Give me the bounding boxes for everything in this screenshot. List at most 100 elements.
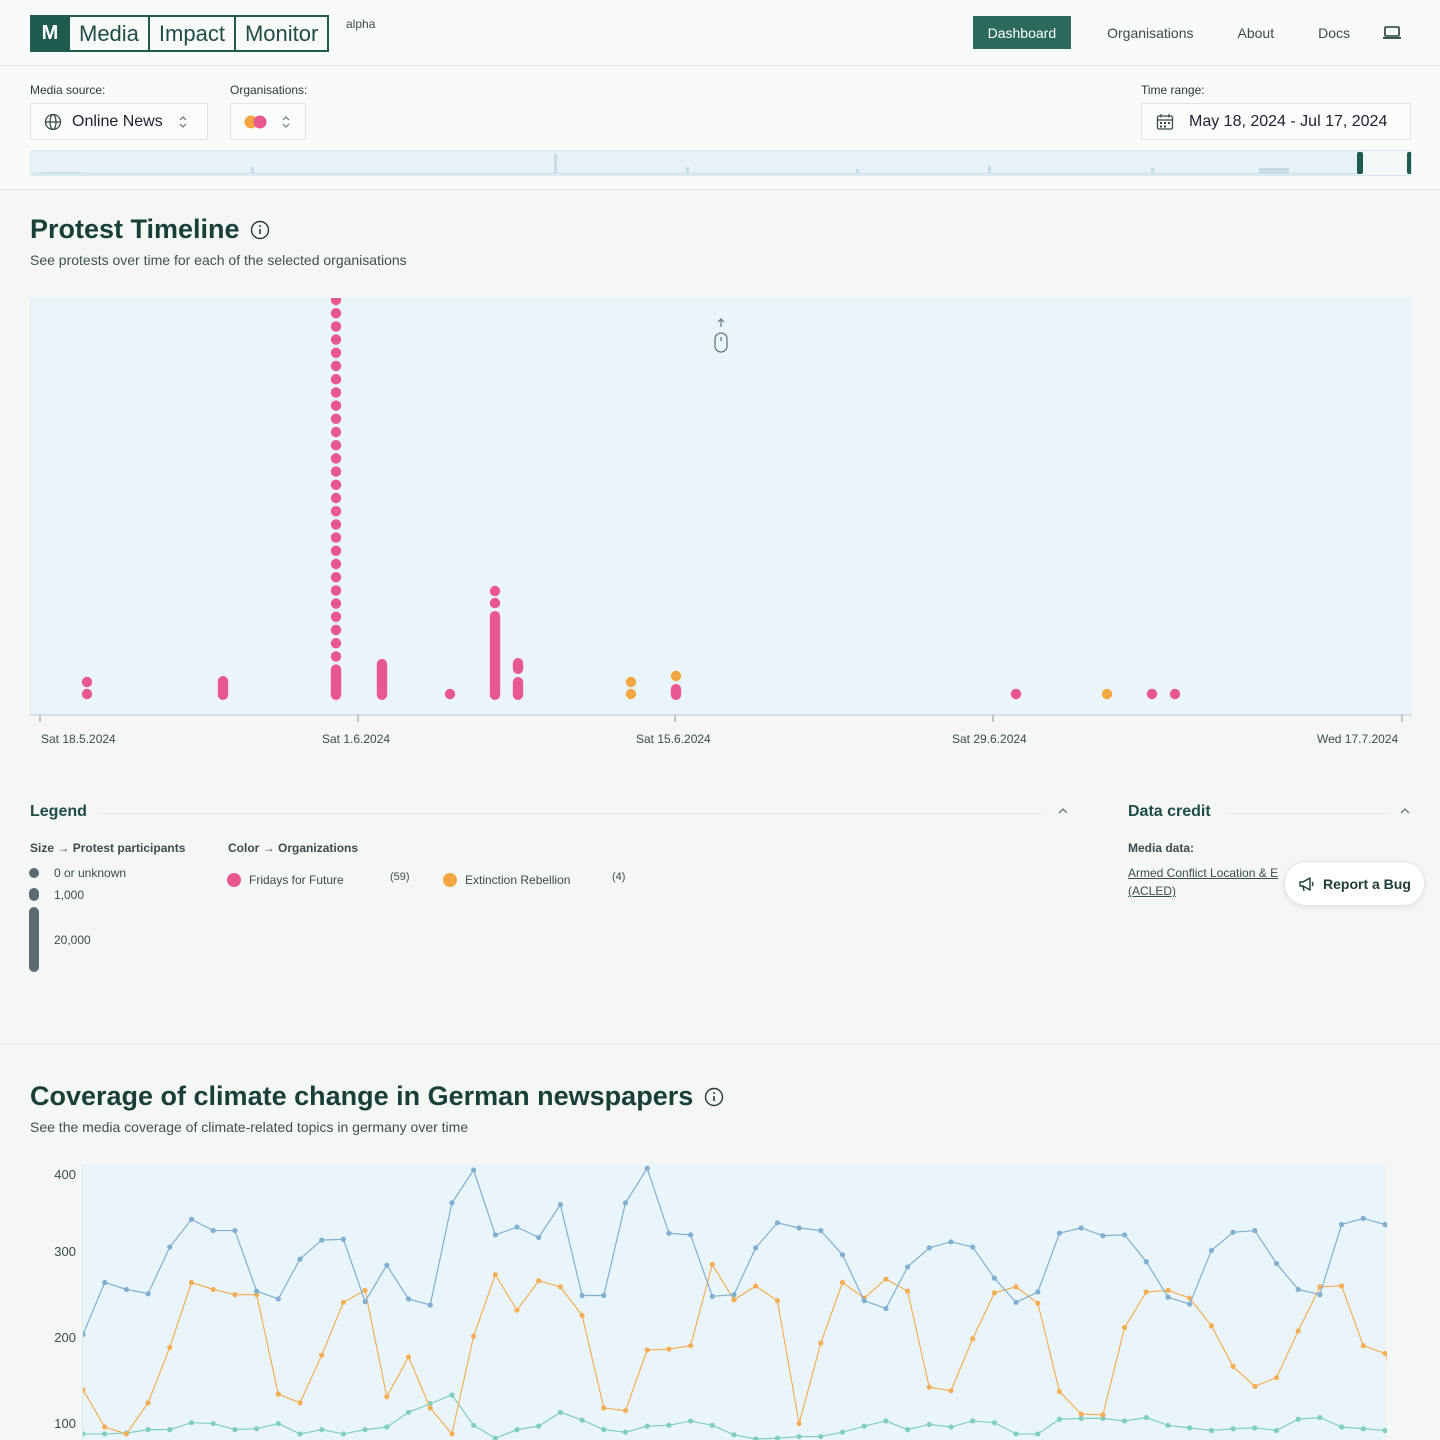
megaphone-icon [1299, 876, 1314, 891]
timeline-tick: Sat 29.6.2024 [952, 732, 1027, 746]
orange-series-point [1035, 1300, 1041, 1306]
organisations-label: Organisations: [230, 83, 308, 97]
blue-series-point [188, 1216, 195, 1222]
teal-series-point [991, 1420, 998, 1426]
protest-mark [330, 387, 342, 398]
media-source-label: Media source: [30, 83, 106, 97]
teal-series-point [514, 1427, 520, 1433]
teal-series-point [622, 1429, 629, 1435]
nav-about[interactable]: About [1237, 24, 1275, 41]
blue-series-point [1382, 1221, 1388, 1228]
chevron-up-icon[interactable] [1057, 806, 1069, 816]
time-range-picker[interactable]: May 18, 2024 - Jul 17, 2024 [1141, 103, 1411, 140]
teal-series-point [471, 1422, 477, 1428]
protest-timeline-chart[interactable] [30, 294, 1412, 716]
teal-series-point [1078, 1415, 1084, 1421]
media-source-value: Online News [72, 112, 163, 130]
protest-mark [489, 585, 501, 597]
acled-link-cont[interactable]: (ACLED) [1128, 884, 1177, 898]
blue-series-point [102, 1279, 108, 1286]
time-range-label: Time range: [1141, 83, 1205, 97]
protest-mark [330, 611, 342, 622]
time-range-brush[interactable] [30, 150, 1412, 176]
chevron-updown-icon [179, 115, 187, 128]
acled-link[interactable]: Armed Conflict Location & E [1128, 866, 1279, 880]
teal-series-point [666, 1422, 672, 1428]
nav-organisations[interactable]: Organisations [1107, 24, 1194, 41]
protest-mark [81, 688, 93, 700]
info-icon[interactable] [704, 1087, 724, 1107]
media-source-select[interactable]: Online News [30, 103, 208, 140]
orange-series-point [80, 1387, 86, 1393]
main-nav: Dashboard Organisations About Docs [972, 16, 1440, 49]
teal-series-point [818, 1433, 824, 1440]
orange-series-point [688, 1343, 694, 1349]
orange-series-point [948, 1388, 954, 1394]
nav-dashboard[interactable]: Dashboard [972, 16, 1072, 49]
blue-series-point [275, 1296, 281, 1302]
blue-series-point [1230, 1229, 1236, 1235]
blue-series-point [449, 1200, 455, 1206]
chevron-up-icon[interactable] [1399, 806, 1411, 816]
protest-mark [330, 321, 342, 332]
orange-series-point [1208, 1323, 1214, 1329]
protest-mark [330, 545, 342, 556]
teal-series-point [384, 1424, 390, 1430]
blue-series-point [80, 1331, 86, 1338]
protest-mark [330, 638, 342, 649]
protest-mark [81, 676, 93, 688]
brush-handle-start[interactable] [1357, 152, 1363, 174]
protest-mark [625, 688, 637, 700]
teal-series-point [1317, 1414, 1323, 1421]
blue-series-point [405, 1296, 412, 1302]
blue-series-point [297, 1256, 303, 1262]
teal-series-point [861, 1423, 867, 1429]
nav-docs[interactable]: Docs [1318, 24, 1350, 41]
teal-series-point [926, 1421, 932, 1428]
orange-series-point [275, 1391, 281, 1397]
section-divider [0, 1044, 1440, 1045]
orange-series-point [1056, 1388, 1063, 1395]
timeline-tick: Sat 18.5.2024 [41, 732, 116, 746]
teal-series-point [1295, 1416, 1301, 1422]
protest-mark [512, 677, 524, 700]
orange-series-point [774, 1298, 781, 1304]
coverage-line-chart[interactable] [80, 1164, 1440, 1440]
org-color-dots-icon [244, 115, 267, 128]
legend-org-fff-count: (59) [390, 871, 410, 883]
globe-icon [44, 113, 62, 130]
protest-mark [330, 585, 342, 596]
info-icon[interactable] [250, 220, 270, 240]
brush-handle-end[interactable] [1407, 152, 1412, 174]
orange-series-point [123, 1431, 129, 1437]
blue-series-point [536, 1234, 542, 1241]
blue-series-point [883, 1305, 889, 1312]
protest-mark [330, 492, 342, 504]
blue-series-point [579, 1292, 585, 1299]
legend-org-xr[interactable]: Extinction Rebellion [465, 873, 571, 887]
teal-series-point [1360, 1426, 1366, 1432]
legend-color-label: Color → Organizations [228, 841, 359, 855]
report-bug-button[interactable]: Report a Bug [1284, 861, 1425, 906]
laptop-icon[interactable] [1372, 16, 1412, 49]
legend-org-fff[interactable]: Fridays for Future [249, 873, 344, 887]
protest-mark [1146, 688, 1158, 700]
orange-series-point [1013, 1284, 1019, 1290]
time-range-value: May 18, 2024 - Jul 17, 2024 [1189, 112, 1388, 130]
blue-series-point [709, 1293, 715, 1299]
timeline-axis [30, 714, 1412, 722]
legend-size-20000: 20,000 [54, 933, 91, 947]
protest-mark [217, 676, 229, 700]
blue-series-point [1035, 1289, 1041, 1295]
teal-series-point [210, 1420, 216, 1427]
app-logo[interactable]: M Media Impact Monitor [30, 15, 330, 52]
protest-mark [1169, 688, 1181, 700]
teal-series-point [905, 1427, 911, 1433]
protest-mark [330, 666, 342, 700]
blue-series-point [514, 1224, 520, 1230]
coverage-ytick: 300 [54, 1244, 76, 1259]
teal-series-point [731, 1432, 737, 1438]
teal-series-point [688, 1418, 694, 1424]
teal-series-point [362, 1427, 368, 1433]
organisations-select[interactable] [230, 103, 306, 140]
